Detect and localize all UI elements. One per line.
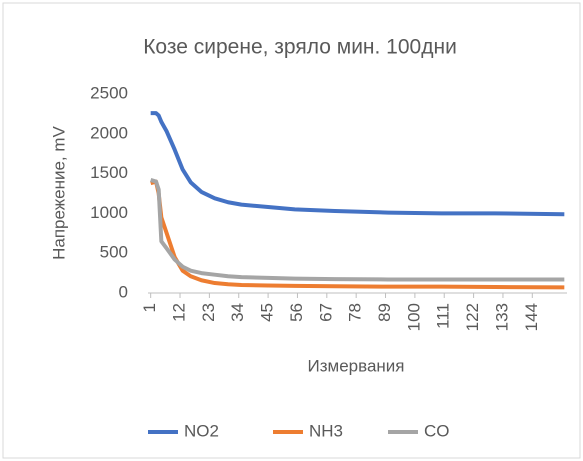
- legend-label: NH3: [309, 421, 343, 440]
- y-tick-label: 0: [119, 282, 128, 301]
- x-tick-label: 1: [140, 303, 159, 312]
- y-tick-label: 2500: [90, 83, 128, 102]
- legend-label: NO2: [184, 421, 219, 440]
- data-line: [150, 178, 565, 282]
- y-tick-label: 500: [100, 243, 128, 262]
- y-tick-label: 1500: [90, 163, 128, 182]
- x-tick-label: 23: [199, 303, 218, 322]
- legend-label: CO: [424, 421, 450, 440]
- x-tick-label: 56: [287, 303, 306, 322]
- x-tick-label: 100: [404, 303, 423, 331]
- y-tick-label: 2000: [90, 123, 128, 142]
- y-axis-label: Напрежение, mV: [49, 125, 68, 259]
- x-tick-label: 67: [316, 303, 335, 322]
- chart-title: Козе сирене, зряло мин. 100дни: [143, 36, 457, 59]
- x-tick-label: 34: [228, 303, 247, 322]
- x-tick-label: 78: [346, 303, 365, 322]
- data-line: [150, 111, 565, 217]
- x-tick-label: 122: [463, 303, 482, 331]
- x-axis-label: Измервания: [308, 356, 405, 375]
- x-tick-label: 12: [170, 303, 189, 322]
- x-tick-label: 45: [258, 303, 277, 322]
- x-tick-label: 144: [522, 303, 541, 331]
- x-tick-label: 133: [492, 303, 511, 331]
- x-tick-label: 89: [375, 303, 394, 322]
- x-tick-label: 111: [434, 303, 453, 329]
- y-tick-label: 1000: [90, 203, 128, 222]
